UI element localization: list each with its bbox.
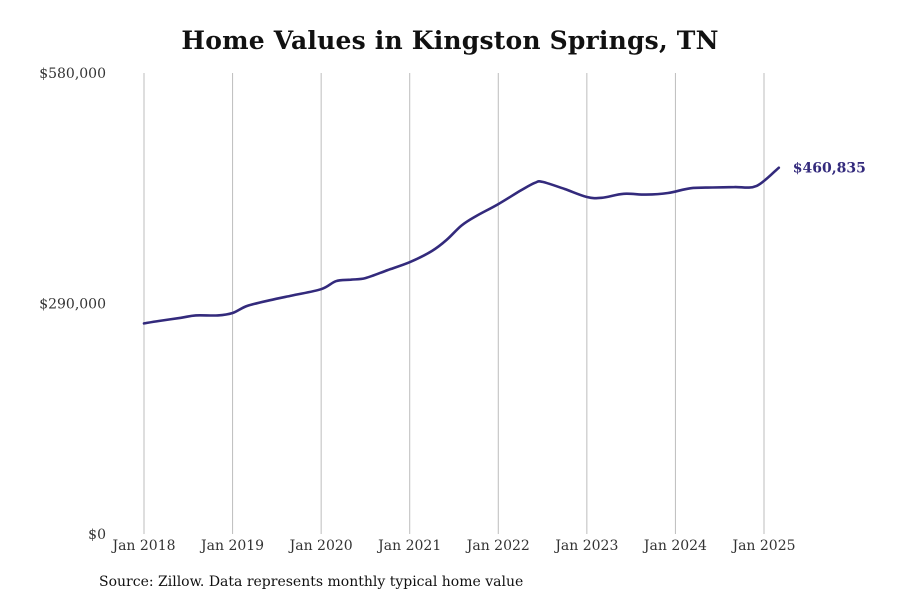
x-tick-label: Jan 2023 [553, 538, 618, 554]
y-tick-label: $0 [88, 527, 106, 543]
x-axis-ticks: Jan 2018 Jan 2019 Jan 2020 Jan 2021 Jan 2022… [110, 538, 795, 554]
chart-title: Home Values in Kingston Springs, TN [181, 26, 719, 55]
x-tick-label: Jan 2025 [730, 538, 795, 554]
y-tick-label: $580,000 [39, 66, 106, 82]
y-axis-ticks: $0 $290,000 $580,000 [39, 66, 106, 543]
series-line [142, 166, 781, 325]
x-tick-label: Jan 2018 [110, 538, 175, 554]
y-tick-label: $290,000 [39, 297, 106, 313]
x-tick-label: Jan 2022 [465, 538, 530, 554]
gridlines [143, 73, 765, 534]
source-note: Source: Zillow. Data represents monthly … [99, 574, 524, 590]
x-tick-label: Jan 2021 [376, 538, 441, 554]
x-tick-label: Jan 2020 [288, 538, 353, 554]
x-tick-label: Jan 2019 [199, 538, 264, 554]
end-value-label: $460,835 [793, 161, 866, 177]
x-tick-label: Jan 2024 [642, 538, 707, 554]
